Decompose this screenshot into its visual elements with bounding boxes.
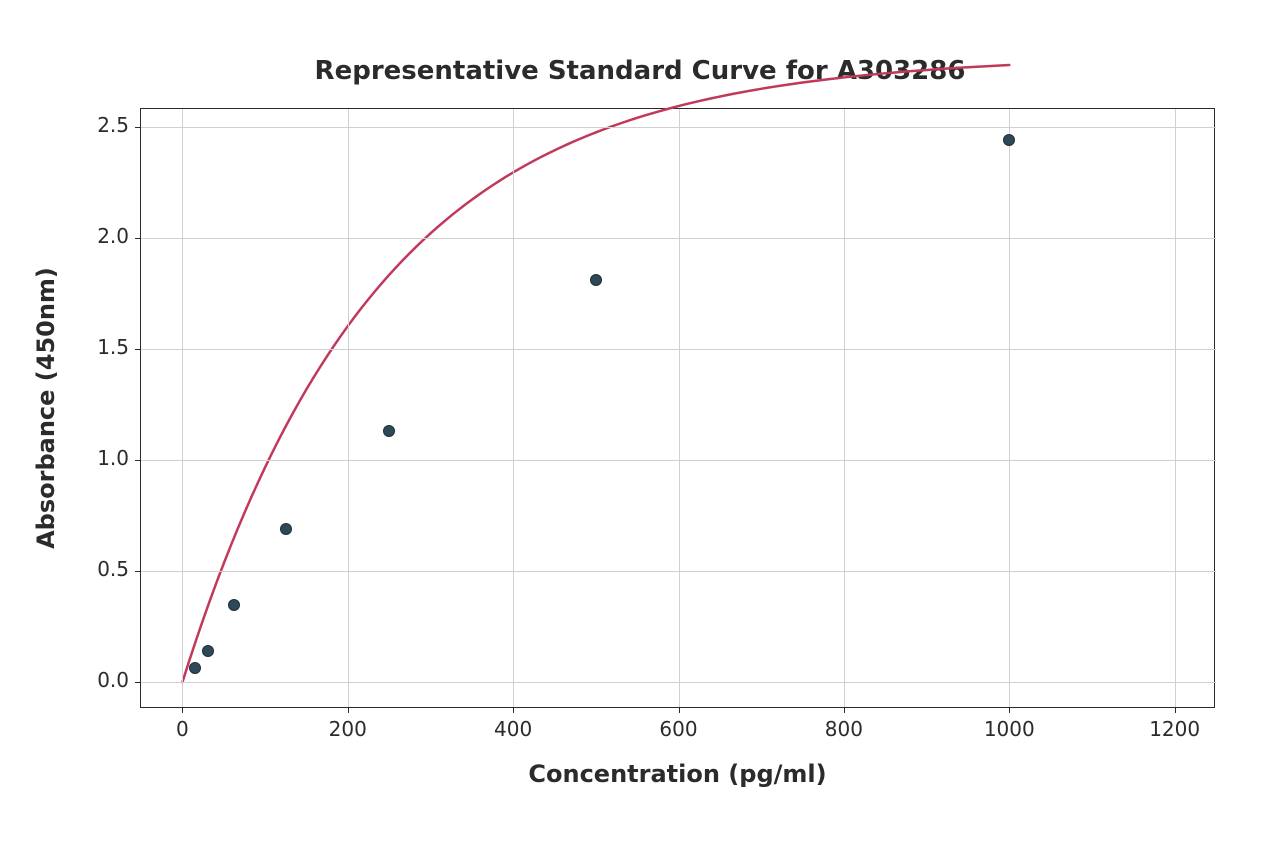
y-tick-label: 1.5 bbox=[97, 335, 129, 359]
x-grid-line bbox=[1175, 109, 1176, 709]
x-grid-line bbox=[348, 109, 349, 709]
data-point bbox=[590, 274, 602, 286]
data-point bbox=[189, 662, 201, 674]
y-tick-mark bbox=[135, 460, 141, 461]
x-tick-mark bbox=[679, 707, 680, 713]
x-tick-label: 600 bbox=[659, 717, 697, 741]
x-grid-line bbox=[1009, 109, 1010, 709]
data-point bbox=[202, 645, 214, 657]
y-tick-label: 0.0 bbox=[97, 668, 129, 692]
y-grid-line bbox=[141, 127, 1216, 128]
x-axis-label: Concentration (pg/ml) bbox=[528, 760, 826, 788]
x-tick-label: 0 bbox=[176, 717, 189, 741]
data-point bbox=[383, 425, 395, 437]
figure: Representative Standard Curve for A30328… bbox=[0, 0, 1280, 845]
y-grid-line bbox=[141, 460, 1216, 461]
fit-curve-path bbox=[182, 65, 1009, 682]
x-grid-line bbox=[844, 109, 845, 709]
x-tick-mark bbox=[1175, 707, 1176, 713]
y-grid-line bbox=[141, 349, 1216, 350]
y-tick-mark bbox=[135, 127, 141, 128]
y-tick-label: 0.5 bbox=[97, 557, 129, 581]
x-tick-mark bbox=[348, 707, 349, 713]
data-point bbox=[1003, 134, 1015, 146]
x-tick-label: 200 bbox=[329, 717, 367, 741]
y-axis-label: Absorbance (450nm) bbox=[32, 267, 60, 549]
data-point bbox=[228, 599, 240, 611]
y-grid-line bbox=[141, 682, 1216, 683]
x-tick-label: 1000 bbox=[984, 717, 1035, 741]
x-grid-line bbox=[679, 109, 680, 709]
plot-area: 0200400600800100012000.00.51.01.52.02.5 bbox=[140, 108, 1215, 708]
y-tick-mark bbox=[135, 571, 141, 572]
y-tick-mark bbox=[135, 682, 141, 683]
x-tick-mark bbox=[844, 707, 845, 713]
y-tick-mark bbox=[135, 238, 141, 239]
data-point bbox=[280, 523, 292, 535]
y-grid-line bbox=[141, 571, 1216, 572]
chart-title: Representative Standard Curve for A30328… bbox=[315, 56, 966, 86]
x-tick-label: 400 bbox=[494, 717, 532, 741]
x-tick-label: 1200 bbox=[1149, 717, 1200, 741]
y-grid-line bbox=[141, 238, 1216, 239]
x-tick-mark bbox=[182, 707, 183, 713]
x-grid-line bbox=[182, 109, 183, 709]
x-tick-label: 800 bbox=[825, 717, 863, 741]
y-tick-mark bbox=[135, 349, 141, 350]
y-tick-label: 1.0 bbox=[97, 446, 129, 470]
y-tick-label: 2.5 bbox=[97, 113, 129, 137]
x-tick-mark bbox=[1009, 707, 1010, 713]
x-grid-line bbox=[513, 109, 514, 709]
x-tick-mark bbox=[513, 707, 514, 713]
y-tick-label: 2.0 bbox=[97, 224, 129, 248]
